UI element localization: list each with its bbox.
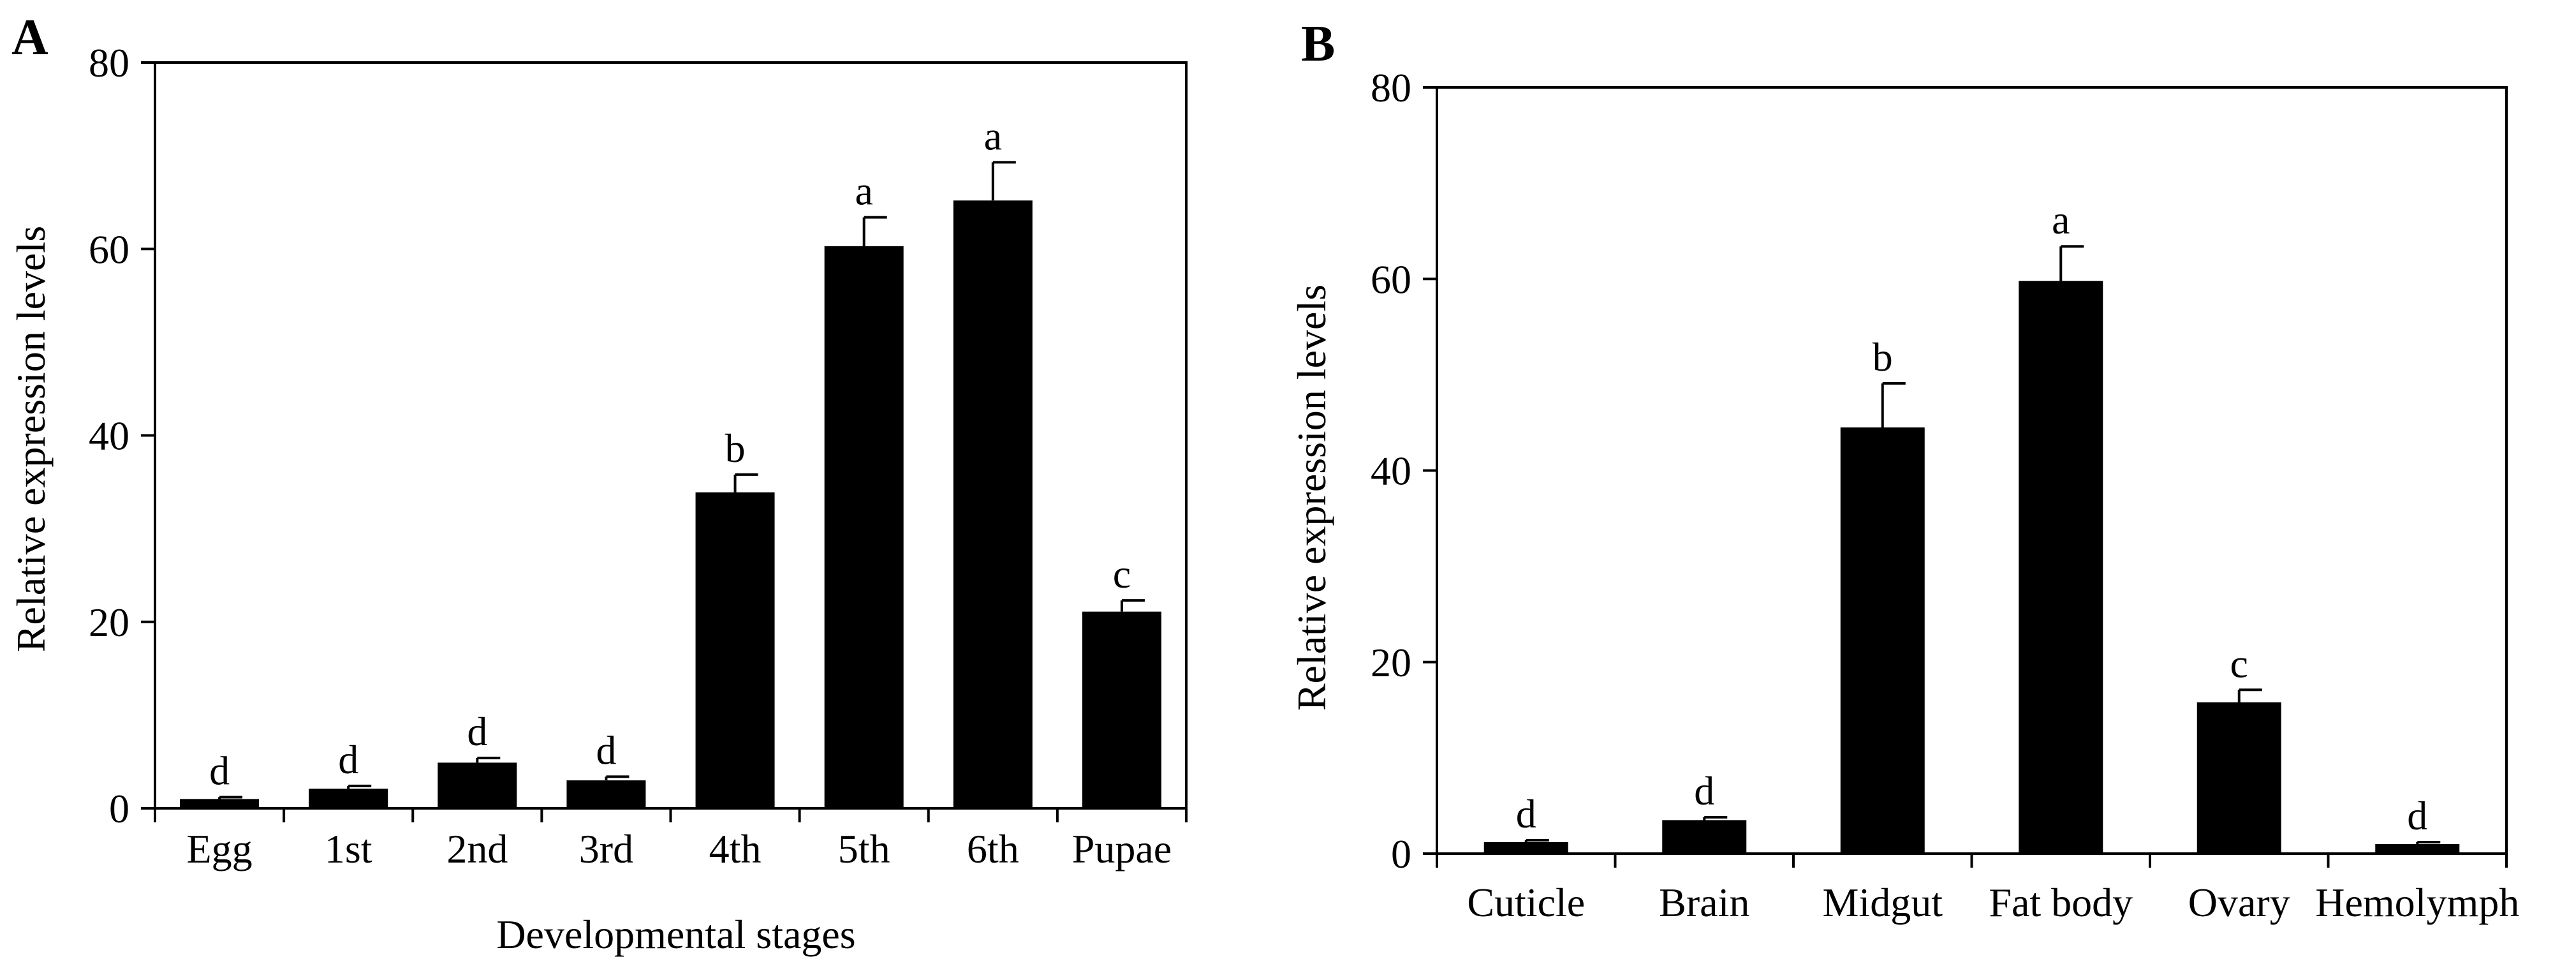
- panel-b-y-tick-label: 80: [1371, 65, 1411, 110]
- panel-b-y-tick-label: 20: [1371, 640, 1411, 685]
- panel-b-x-tick-label: Ovary: [2188, 880, 2290, 925]
- panel-a-ylabel: Relative expression levels: [8, 226, 54, 652]
- panel-a-y-tick-label: 20: [89, 600, 129, 645]
- panel-b-significance-label: d: [2407, 793, 2427, 838]
- panel-b-bar: [1662, 820, 1747, 854]
- panel-a-significance-label: d: [209, 748, 230, 793]
- panel-a-x-tick-label: 1st: [325, 826, 372, 871]
- panel-b-x-tick-label: Midgut: [1823, 880, 1943, 925]
- panel-a-significance-label: d: [467, 709, 487, 754]
- panel-a-significance-label: d: [338, 737, 358, 782]
- panel-b-bar: [2375, 843, 2460, 854]
- panel-a-x-tick-label: 6th: [967, 826, 1019, 871]
- panel-b-bar: [1483, 842, 1568, 854]
- panel-a-bar: [309, 789, 388, 808]
- panel-a-label: A: [11, 10, 48, 66]
- panel-b-significance-label: d: [1694, 768, 1714, 813]
- panel-b-ylabel: Relative expression levels: [1289, 285, 1334, 711]
- panel-a-bar: [695, 492, 775, 808]
- panel-b-significance-label: d: [1516, 791, 1536, 836]
- panel-b-significance-label: c: [2230, 641, 2248, 686]
- panel-b-y-tick-label: 0: [1391, 831, 1411, 877]
- panel-a-significance-label: a: [984, 113, 1002, 158]
- panel-b-y-tick-label: 60: [1371, 256, 1411, 302]
- panel-b-x-tick-label: Fat body: [1989, 880, 2133, 925]
- panel-a-significance-label: d: [596, 727, 616, 773]
- panel-a-y-tick-label: 40: [89, 413, 129, 459]
- panel-a-y-tick-label: 0: [109, 786, 129, 831]
- panel-a-x-tick-label: 4th: [709, 826, 762, 871]
- panel-a-xlabel: Developmental stages: [496, 912, 855, 957]
- panel-a-bar: [1082, 611, 1161, 808]
- panel-a-x-tick-label: 2nd: [446, 826, 508, 871]
- panel-b-x-tick-label: Cuticle: [1467, 880, 1585, 925]
- panel-a-bar: [824, 246, 904, 809]
- panel-b-significance-label: a: [2052, 197, 2070, 242]
- panel-b-bar: [1840, 427, 1925, 854]
- panel-b-chart: B Relative expression levels 020406080dC…: [1289, 16, 2519, 925]
- panel-b-bar: [2019, 281, 2103, 854]
- panel-b-x-tick-label: Hemolymph: [2315, 880, 2519, 925]
- panel-a-chart: A Relative expression levels Development…: [8, 10, 1188, 957]
- panel-a-y-tick-label: 60: [89, 226, 129, 272]
- panel-a-significance-label: a: [855, 168, 872, 214]
- panel-a-bar: [566, 780, 646, 808]
- panel-b-x-tick-label: Brain: [1659, 880, 1749, 925]
- panel-b-plot-frame: [1436, 86, 2508, 855]
- panel-a-y-tick-label: 80: [89, 40, 129, 85]
- panel-b-significance-label: b: [1873, 334, 1893, 380]
- panel-b-y-tick-label: 40: [1371, 449, 1411, 494]
- panel-b-label: B: [1301, 16, 1335, 72]
- panel-a-x-tick-label: 5th: [838, 826, 890, 871]
- panel-a-significance-label: b: [725, 426, 746, 471]
- panel-a-bar: [438, 762, 517, 808]
- panel-a-significance-label: c: [1113, 551, 1131, 597]
- panel-a-x-tick-label: 3rd: [579, 826, 633, 871]
- panel-a-x-tick-label: Pupae: [1072, 826, 1172, 871]
- panel-a-bar: [180, 799, 260, 808]
- panel-a-bar: [953, 200, 1033, 808]
- panel-b-bar: [2197, 702, 2281, 854]
- panel-a-x-tick-label: Egg: [187, 826, 253, 871]
